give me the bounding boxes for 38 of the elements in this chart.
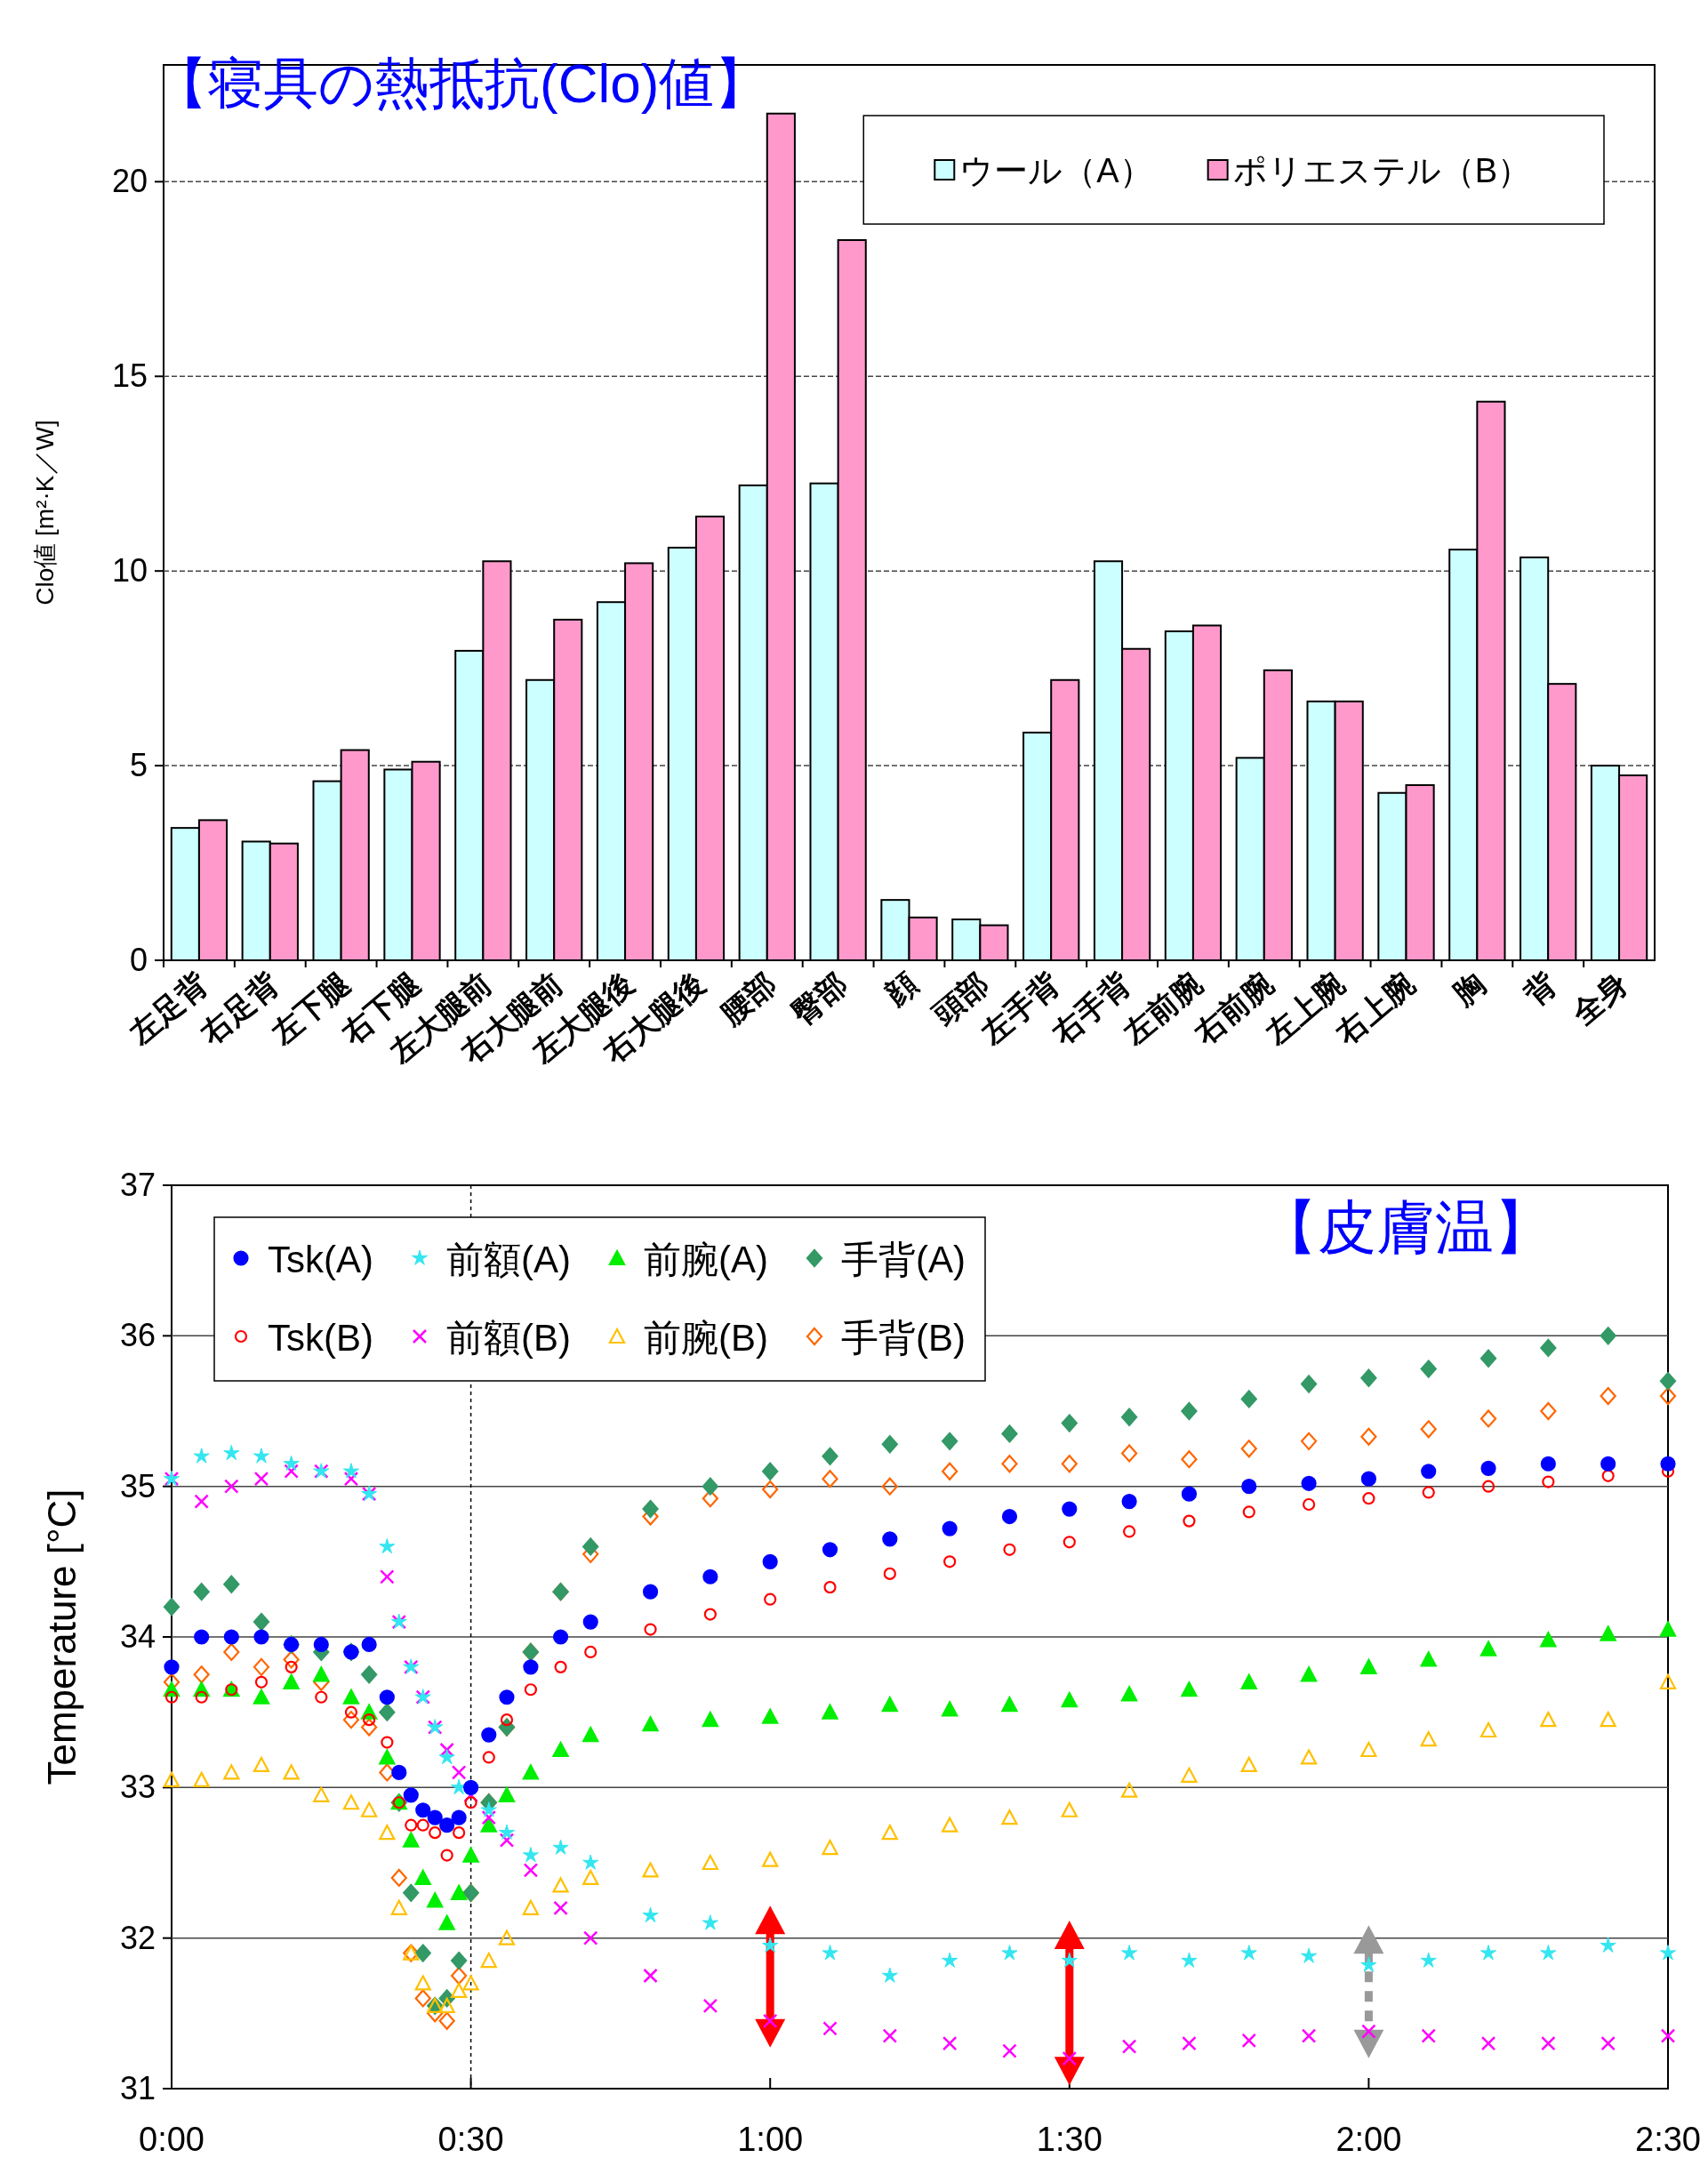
y-tick-label: 10: [111, 552, 148, 590]
x-tick-label: 2:00: [1335, 2121, 1402, 2158]
y-tick-label: 36: [119, 1317, 156, 1354]
legend-label: 手背(A): [841, 1239, 966, 1280]
x-tick-label: 2:30: [1635, 2121, 1701, 2158]
x-tick-label: 0:30: [437, 2121, 504, 2158]
legend-label: 前腕(B): [644, 1317, 768, 1359]
x-tick-label: 腰部: [713, 966, 782, 1031]
y-axis-title: Temperature [°C]: [40, 1488, 84, 1785]
x-tick-label: 顔: [878, 966, 924, 1012]
y-tick-label: 35: [119, 1467, 156, 1504]
x-tick-label: 1:30: [1036, 2121, 1103, 2158]
legend-label: 前額(B): [446, 1317, 571, 1359]
y-tick-label: 5: [129, 747, 148, 784]
y-tick-label: 37: [119, 1167, 156, 1203]
legend-label: 前腕(A): [644, 1239, 768, 1280]
x-tick-label: 胸: [1446, 966, 1492, 1012]
y-tick-label: 0: [129, 942, 148, 978]
x-tick-label: 臀部: [783, 966, 854, 1031]
y-axis-title: Clo値 [m²·K／W]: [31, 420, 59, 606]
x-tick-label: 全身: [1565, 966, 1634, 1031]
x-tick-label: 1:00: [737, 2121, 804, 2158]
legend-label: 手背(B): [841, 1317, 966, 1359]
y-tick-label: 20: [111, 163, 148, 200]
y-tick-label: 31: [119, 2070, 156, 2106]
y-tick-label: 15: [111, 357, 148, 395]
legend-label: 前額(A): [446, 1239, 571, 1280]
legend-label: Tsk(B): [268, 1317, 373, 1359]
legend-label: Tsk(A): [268, 1239, 373, 1280]
legend-label: ウール（A）: [959, 152, 1153, 189]
legend-label: ポリエステル（B）: [1232, 152, 1531, 189]
x-tick-label: 背: [1517, 966, 1563, 1012]
y-tick-label: 33: [119, 1769, 156, 1806]
y-tick-label: 32: [119, 1919, 156, 1956]
chart-title: 【寝具の熱抵抗(Clo)値】: [153, 52, 770, 114]
chart-title: 【皮膚温】: [1259, 1194, 1552, 1260]
x-tick-label: 0:00: [139, 2121, 204, 2158]
y-tick-label: 34: [119, 1618, 156, 1655]
